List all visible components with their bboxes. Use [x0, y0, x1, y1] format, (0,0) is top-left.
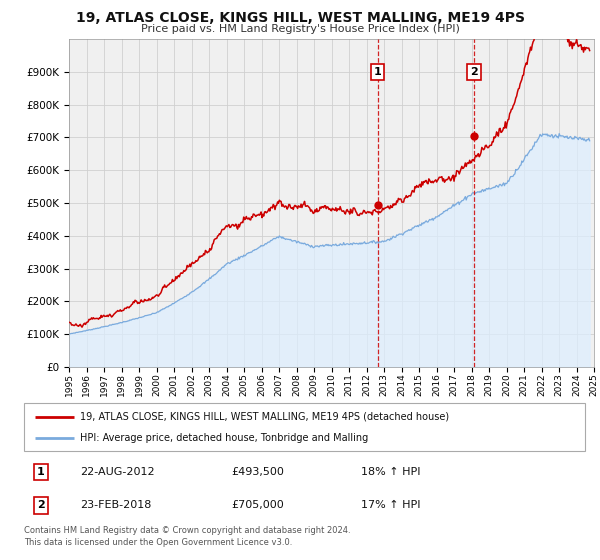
- Text: 19, ATLAS CLOSE, KINGS HILL, WEST MALLING, ME19 4PS: 19, ATLAS CLOSE, KINGS HILL, WEST MALLIN…: [76, 11, 524, 25]
- FancyBboxPatch shape: [24, 403, 585, 451]
- Text: 23-FEB-2018: 23-FEB-2018: [80, 501, 151, 511]
- Text: 19, ATLAS CLOSE, KINGS HILL, WEST MALLING, ME19 4PS (detached house): 19, ATLAS CLOSE, KINGS HILL, WEST MALLIN…: [80, 412, 449, 422]
- Text: Contains HM Land Registry data © Crown copyright and database right 2024.
This d: Contains HM Land Registry data © Crown c…: [24, 526, 350, 547]
- Text: HPI: Average price, detached house, Tonbridge and Malling: HPI: Average price, detached house, Tonb…: [80, 433, 368, 443]
- Text: 1: 1: [37, 467, 45, 477]
- Text: 18% ↑ HPI: 18% ↑ HPI: [361, 467, 420, 477]
- Text: 17% ↑ HPI: 17% ↑ HPI: [361, 501, 420, 511]
- Text: 2: 2: [470, 67, 478, 77]
- Text: 1: 1: [374, 67, 382, 77]
- Text: 2: 2: [37, 501, 45, 511]
- Text: Price paid vs. HM Land Registry's House Price Index (HPI): Price paid vs. HM Land Registry's House …: [140, 24, 460, 34]
- Text: 22-AUG-2012: 22-AUG-2012: [80, 467, 155, 477]
- Text: £493,500: £493,500: [232, 467, 284, 477]
- Text: £705,000: £705,000: [232, 501, 284, 511]
